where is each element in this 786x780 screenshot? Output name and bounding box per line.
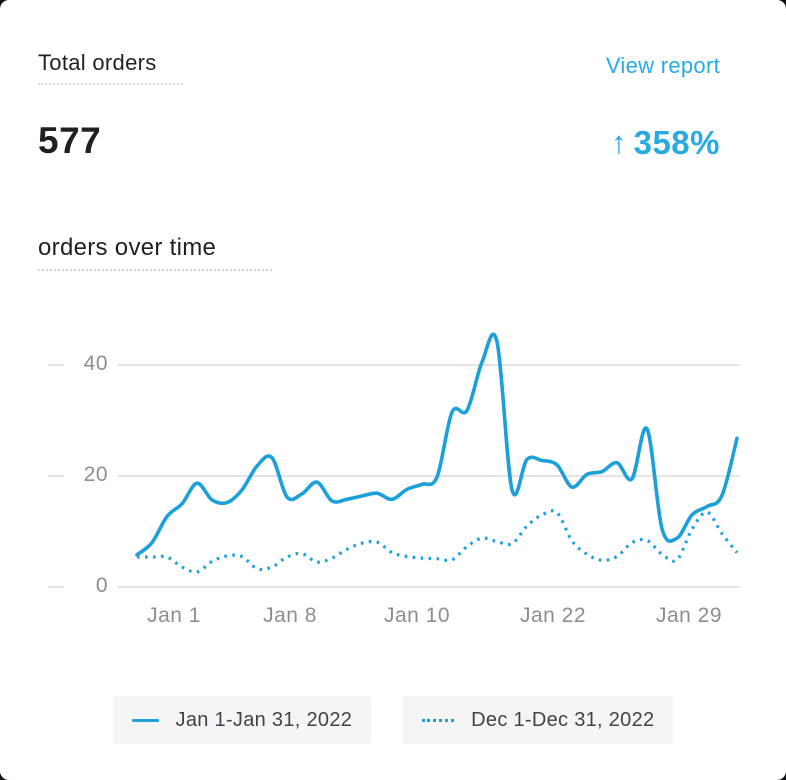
y-axis-tick-label: 20 (83, 463, 108, 486)
legend-label: Jan 1-Jan 31, 2022 (175, 708, 353, 731)
view-report-link[interactable]: View report (605, 53, 720, 78)
metric-label[interactable]: Total orders (38, 50, 183, 85)
chart-title[interactable]: orders over time (38, 234, 273, 271)
legend-label: Dec 1-Dec 31, 2022 (471, 708, 655, 731)
x-axis-tick-label: Jan 1 (147, 604, 201, 627)
y-axis-tick-label: 0 (95, 574, 108, 597)
series-line-dotted (136, 509, 739, 574)
delta-value: 358% (633, 124, 720, 161)
legend-item-previous-period[interactable]: Dec 1-Dec 31, 2022 (403, 696, 674, 744)
legend-line-solid-icon (131, 718, 159, 722)
x-axis-tick-label: Jan 10 (383, 604, 451, 627)
x-axis-tick-label: Jan 8 (263, 604, 317, 627)
series-line-solid (135, 332, 739, 557)
x-axis-tick-label: Jan 29 (655, 604, 723, 627)
y-axis-tick-label: 40 (83, 352, 108, 375)
x-axis-tick-label: Jan 22 (519, 604, 587, 627)
delta-badge: ↑ 358% (611, 124, 720, 162)
legend-line-dotted-icon (422, 718, 455, 722)
legend-item-current-period[interactable]: Jan 1-Jan 31, 2022 (112, 696, 372, 744)
arrow-up-icon: ↑ (611, 125, 627, 160)
chart-legend: Jan 1-Jan 31, 2022 Dec 1-Dec 31, 2022 (0, 696, 786, 744)
metric-value: 577 (38, 120, 102, 161)
